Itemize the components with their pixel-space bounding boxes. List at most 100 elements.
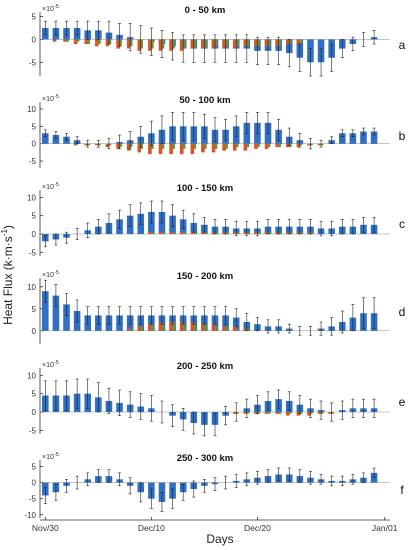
bar-green <box>183 143 186 149</box>
exponent-base: ×10 <box>42 454 54 461</box>
bar-green <box>151 143 154 149</box>
panel-label: f <box>400 483 404 497</box>
bar-green <box>172 232 175 234</box>
exponent-label: ×10-5 <box>42 94 59 103</box>
bar-orange <box>296 39 301 44</box>
bar-green <box>204 143 207 149</box>
bar-green <box>236 328 239 331</box>
bar-orange <box>285 232 290 234</box>
bar-green <box>108 143 112 146</box>
bar-orange <box>232 39 237 49</box>
y-tick-label: -10 <box>24 511 36 520</box>
bar-orange <box>105 143 110 148</box>
panel-title: 200 - 250 km <box>177 361 234 372</box>
y-tick-label: 10 <box>27 105 36 114</box>
bar-green <box>183 232 186 234</box>
y-axis-label-s: s <box>1 236 15 242</box>
bar-green <box>331 412 335 414</box>
bar-orange <box>169 232 173 234</box>
exponent-label: ×10-5 <box>42 4 59 13</box>
bar-orange <box>222 143 226 151</box>
bar-orange <box>232 143 237 151</box>
bar-orange <box>232 326 237 331</box>
bar-green <box>268 143 271 148</box>
bar-orange <box>148 143 152 155</box>
bar-orange <box>148 39 152 51</box>
bar-green <box>193 39 197 49</box>
bar-blue <box>370 131 378 144</box>
bar-orange <box>285 412 290 416</box>
y-tick-label: 10 <box>27 371 36 380</box>
bar-green <box>278 232 281 234</box>
bar-green <box>140 326 144 331</box>
bar-orange <box>222 326 226 331</box>
bar-green <box>310 143 313 146</box>
bar-orange <box>137 143 142 153</box>
y-tick-label: -5 <box>29 426 37 435</box>
bar-orange <box>275 39 279 47</box>
bar-green <box>77 39 80 42</box>
exponent-label: ×10-5 <box>42 270 59 279</box>
exponent-base: ×10 <box>42 184 54 191</box>
bar-green <box>299 412 303 414</box>
bar-orange <box>296 143 301 148</box>
exponent-power: -5 <box>54 94 59 100</box>
bar-orange <box>190 322 195 331</box>
bar-orange <box>84 143 89 146</box>
bar-orange <box>116 143 120 149</box>
bar-orange <box>126 39 131 49</box>
bar-green <box>66 39 69 42</box>
bar-green <box>151 39 154 49</box>
bar-green <box>310 412 313 414</box>
bar-orange <box>137 326 142 331</box>
exponent-label: ×10-5 <box>42 360 59 369</box>
bar-green <box>193 143 197 149</box>
y-tick-label: -5 <box>29 495 37 504</box>
bar-orange <box>73 39 78 44</box>
bar-green <box>246 143 250 148</box>
bar-green <box>193 232 197 234</box>
bar-orange <box>264 232 269 234</box>
bar-green <box>87 143 91 146</box>
y-tick-label: 0 <box>32 35 37 44</box>
x-tick-label: Nov/30 <box>32 523 59 533</box>
bar-green <box>98 143 101 146</box>
y-tick-label: 5 <box>32 305 37 314</box>
bar-green <box>87 39 91 44</box>
bar-orange <box>158 39 163 51</box>
y-axis-label-close: ) <box>1 225 15 229</box>
bar-orange <box>285 39 290 44</box>
bar-orange <box>158 322 163 331</box>
bar-green <box>215 39 218 47</box>
bar-orange <box>264 143 269 149</box>
bar-orange <box>169 322 173 331</box>
bar-green <box>236 232 239 234</box>
bar-green <box>140 39 144 49</box>
bar-blue <box>42 133 49 144</box>
bar-green <box>310 232 313 234</box>
bar-orange <box>254 39 258 47</box>
bar-orange <box>328 412 333 414</box>
bar-orange <box>201 143 205 153</box>
bar-green <box>204 39 207 49</box>
bar-orange <box>211 39 216 49</box>
bar-orange <box>201 39 205 49</box>
exponent-base: ×10 <box>42 96 54 103</box>
bar-green <box>162 39 165 49</box>
bar-green <box>321 412 324 414</box>
bar-green <box>278 39 281 47</box>
bar-orange <box>243 143 248 151</box>
bar-orange <box>126 328 131 331</box>
bar-green <box>108 39 112 44</box>
y-tick-label: 5 <box>32 122 37 131</box>
bar-orange <box>307 232 311 234</box>
bar-green <box>236 412 239 414</box>
exponent-label: ×10-5 <box>42 182 59 191</box>
exponent-power: -5 <box>54 360 59 366</box>
bar-orange <box>116 39 120 49</box>
